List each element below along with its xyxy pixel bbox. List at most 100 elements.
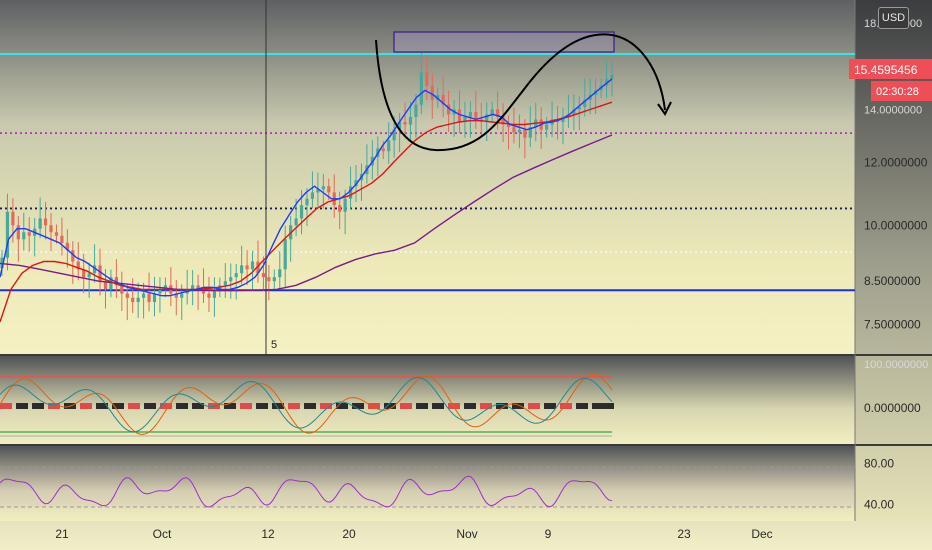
candle-body-10 — [54, 232, 59, 236]
time-tick-label: Nov — [456, 527, 477, 541]
candle-body-12 — [65, 242, 69, 251]
stoch-band-segment-31 — [496, 403, 508, 409]
stoch-band-segment-17 — [272, 403, 284, 409]
stoch-band-segment-34 — [544, 403, 556, 409]
time-tick-label: 20 — [342, 527, 356, 541]
candle-body-91 — [496, 109, 500, 117]
candle-body-78 — [425, 72, 429, 86]
candle-body-11 — [60, 235, 64, 243]
stochastic-panel-background — [0, 356, 855, 444]
candle-body-103 — [561, 116, 565, 122]
price-tick-label: 14.0000000 — [864, 104, 922, 116]
time-tick-label: Oct — [153, 527, 172, 541]
stoch-band-segment-26 — [416, 403, 428, 409]
candle-body-24 — [131, 297, 135, 303]
candle-body-27 — [147, 293, 151, 303]
price-tick-label: 10.0000000 — [864, 218, 928, 232]
candle-body-44 — [240, 265, 244, 274]
stochastic-tick-label: 0.0000000 — [864, 401, 921, 415]
candle-body-50 — [272, 277, 276, 282]
cup-projection-curve[interactable] — [375, 33, 666, 152]
candle-body-37 — [201, 289, 206, 294]
candle-series — [0, 51, 614, 321]
candle-body-60 — [327, 186, 331, 193]
stoch-band-segment-23 — [368, 403, 380, 409]
candle-body-89 — [485, 114, 489, 122]
last-price-tag[interactable] — [849, 59, 932, 79]
candle-body-65 — [354, 180, 358, 187]
candle-body-73 — [397, 121, 402, 130]
candle-body-75 — [408, 116, 413, 125]
candle-body-80 — [436, 95, 440, 100]
stoch-band-segment-22 — [352, 403, 364, 409]
stoch-band-segment-20 — [320, 403, 332, 409]
candle-body-41 — [223, 281, 227, 286]
candle-body-14 — [76, 261, 80, 270]
candle-body-28 — [152, 293, 157, 303]
candle-body-71 — [387, 140, 391, 152]
crosshair-label: 5 — [271, 339, 278, 351]
stoch-band-segment-10 — [160, 403, 172, 409]
candle-body-17 — [92, 265, 97, 274]
candle-body-64 — [348, 186, 353, 199]
stoch-band-segment-8 — [128, 403, 140, 409]
candle-body-47 — [256, 261, 260, 274]
candle-body-51 — [278, 269, 282, 278]
candle-body-22 — [120, 285, 124, 294]
time-tick-label: 23 — [677, 527, 691, 541]
resistance-zone-rectangle[interactable] — [393, 31, 615, 53]
moving-average-fast-line — [0, 78, 613, 297]
rsi-panel-background — [0, 446, 855, 521]
candle-body-1 — [5, 211, 10, 258]
candle-body-13 — [71, 250, 75, 262]
horizontal-levels[interactable] — [0, 52, 855, 292]
stoch-band-segment-18 — [288, 403, 300, 409]
moving-average-slow-line — [0, 134, 613, 292]
candle-body-26 — [142, 293, 146, 298]
stochastic-axis-ticks: 100.0000000 0.0000000 — [864, 359, 928, 415]
price-tick-label: 8.5000000 — [864, 274, 921, 288]
candle-body-86 — [468, 111, 472, 117]
candle-body-25 — [136, 297, 140, 303]
candle-body-112 — [610, 74, 614, 79]
candle-body-77 — [419, 72, 423, 105]
candle-body-84 — [457, 109, 462, 122]
candle-body-9 — [49, 225, 53, 233]
stoch-band-segment-15 — [240, 403, 252, 409]
candle-body-81 — [441, 95, 445, 105]
candle-body-70 — [381, 148, 385, 152]
candle-body-20 — [109, 277, 113, 290]
stoch-band-segment-9 — [144, 403, 156, 409]
currency-button[interactable]: USD — [878, 7, 909, 29]
countdown-value: 02:30:28 — [876, 86, 919, 98]
candle-body-3 — [16, 225, 20, 240]
stoch-band-segment-30 — [480, 403, 492, 409]
projection-arrow-head — [657, 101, 672, 116]
candle-body-74 — [403, 121, 407, 125]
candle-body-93 — [506, 124, 511, 128]
candle-body-52 — [283, 239, 287, 270]
stoch-band-segment-0 — [0, 403, 12, 409]
candle-body-57 — [310, 192, 315, 199]
candle-body-95 — [517, 129, 522, 133]
time-tick-label: 21 — [55, 527, 69, 541]
candle-body-54 — [294, 218, 298, 226]
stochastic-tick-label: 100.0000000 — [864, 359, 928, 371]
candle-body-15 — [82, 269, 86, 278]
candle-body-59 — [321, 186, 325, 190]
stochastic-k-line — [0, 373, 613, 435]
candle-body-85 — [463, 116, 467, 122]
stoch-band-segment-2 — [32, 403, 44, 409]
stoch-band-segment-29 — [464, 403, 476, 409]
candle-body-43 — [234, 273, 238, 278]
candle-body-94 — [512, 127, 516, 133]
stochastic-d-line — [0, 376, 613, 433]
price-tick-label: 12.0000000 — [864, 156, 928, 170]
candle-body-48 — [261, 273, 266, 278]
candle-body-45 — [245, 265, 249, 270]
candle-body-96 — [523, 129, 527, 138]
stoch-band-segment-12 — [192, 403, 204, 409]
stoch-band-segment-36 — [576, 403, 588, 409]
stoch-band-segment-21 — [336, 403, 348, 409]
